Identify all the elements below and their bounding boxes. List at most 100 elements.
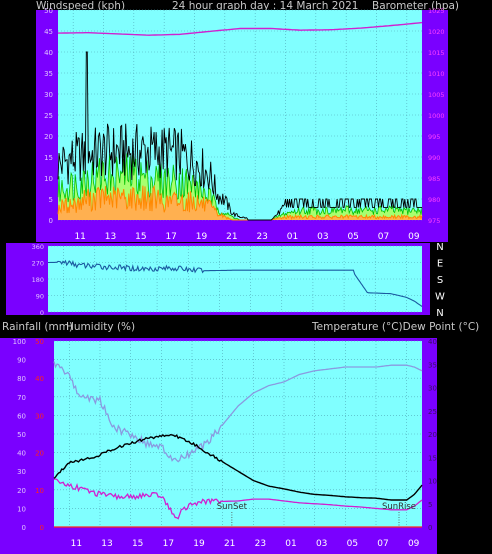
temp-x-tick-label: 19 — [193, 539, 205, 549]
humidity-line — [53, 361, 423, 463]
temp-grid — [54, 340, 422, 528]
humidity-y-tick-label: 100 — [13, 338, 26, 346]
humidity-y-tick-label: 60 — [17, 412, 26, 420]
wind-x-tick-label: 05 — [347, 232, 358, 242]
temperature-axis-label: Temperature (°C) — [312, 321, 403, 333]
wind-y-tick-label: 40 — [44, 49, 53, 57]
barometer-y-tick-label: 995 — [428, 133, 440, 141]
wind-x-tick-label: 17 — [165, 232, 176, 242]
temperature-line — [53, 433, 423, 501]
windspeed-axis-label: Windspeed (kph) — [36, 0, 126, 12]
temperature-y-tick-label: 0 — [428, 524, 432, 532]
wind-x-tick-label: 13 — [105, 232, 116, 242]
wind-y-tick-label: 15 — [44, 154, 53, 162]
wind-y-tick-label: 5 — [49, 196, 53, 204]
humidity-axis-label: Humidity (%) — [66, 321, 136, 333]
temp-x-tick-label: 01 — [285, 539, 296, 549]
direction-y-tick-label: 270 — [32, 260, 44, 268]
temperature-y-tick-label: 15 — [428, 454, 437, 462]
humidity-y-tick-label: 10 — [17, 505, 26, 513]
temperature-y-tick-label: 35 — [428, 361, 437, 369]
wind-x-tick-label: 11 — [74, 232, 85, 242]
direction-y-tick-label: 90 — [36, 293, 44, 301]
temperature-y-axis: 0 5 10 15 20 25 30 35 40 — [428, 338, 437, 532]
compass-label: N — [436, 242, 443, 253]
wind-y-tick-label: 45 — [44, 28, 53, 36]
humidity-y-tick-label: 90 — [17, 357, 26, 365]
dewpoint-axis-label: Dew Point (°C) — [402, 321, 480, 333]
dewpoint-line — [53, 478, 423, 520]
temperature-dewpoint-labels: Temperature (°C)Dew Point (°C) — [312, 321, 479, 333]
humidity-y-axis: 0 10 20 30 40 50 60 70 80 90 100 — [13, 338, 26, 532]
rain-y-axis: 0 10 20 30 40 50 — [35, 338, 44, 532]
wind-x-axis: 11 13 15 17 19 21 23 01 03 05 07 09 — [74, 232, 419, 242]
graph-title: 24 hour graph day : 14 March 2021 — [172, 0, 359, 12]
barometer-y-tick-label: 1010 — [428, 70, 445, 78]
rain-y-tick-label: 10 — [35, 487, 44, 495]
wind-y-tick-label: 0 — [49, 217, 53, 225]
wind-y-tick-label: 10 — [44, 175, 53, 183]
temp-x-tick-label: 03 — [316, 539, 327, 549]
wind-x-tick-label: 19 — [196, 232, 208, 242]
barometer-axis-label: Barometer (hpa) — [372, 0, 460, 12]
wind-y-axis: 0 5 10 15 20 25 30 35 40 45 50 — [44, 7, 53, 225]
direction-y-tick-label: 0 — [40, 309, 44, 317]
wind-y-tick-label: 50 — [44, 7, 53, 15]
sunset-label: SunSet — [217, 502, 248, 512]
temp-x-tick-label: 09 — [408, 539, 420, 549]
barometer-line — [58, 21, 423, 36]
compass-label: E — [437, 259, 443, 270]
barometer-y-tick-label: 1025 — [428, 7, 445, 15]
compass-label: S — [437, 275, 443, 286]
direction-y-axis: 0 90 180 270 360 — [32, 243, 44, 317]
humidity-y-tick-label: 20 — [17, 487, 26, 495]
barometer-y-tick-label: 975 — [428, 217, 440, 225]
temp-x-tick-label: 07 — [377, 539, 388, 549]
wind-x-tick-label: 23 — [256, 232, 267, 242]
humidity-y-tick-label: 70 — [17, 394, 26, 402]
wind-gust-line — [57, 51, 422, 221]
temperature-y-tick-label: 5 — [428, 501, 432, 509]
barometer-y-tick-label: 990 — [428, 154, 440, 162]
compass-label: W — [435, 292, 445, 303]
wind-x-tick-label: 03 — [317, 232, 328, 242]
temp-x-tick-label: 21 — [224, 539, 235, 549]
wind-series — [57, 51, 423, 221]
wind-x-tick-label: 01 — [287, 232, 298, 242]
direction-y-tick-label: 180 — [32, 276, 44, 284]
wind-x-tick-label: 15 — [135, 232, 146, 242]
direction-line — [48, 259, 423, 307]
rainfall-axis-label: Rainfall (mm) — [2, 321, 74, 333]
wind-y-tick-label: 25 — [44, 112, 53, 120]
rain-y-tick-label: 40 — [35, 375, 44, 383]
humidity-y-tick-label: 30 — [17, 468, 26, 476]
temp-x-tick-label: 13 — [101, 539, 112, 549]
temp-x-tick-label: 11 — [71, 539, 82, 549]
barometer-y-tick-label: 1005 — [428, 91, 445, 99]
temp-series — [53, 361, 423, 528]
humidity-y-tick-label: 50 — [17, 431, 26, 439]
barometer-y-tick-label: 980 — [428, 196, 440, 204]
wind-y-tick-label: 35 — [44, 70, 53, 78]
temperature-y-tick-label: 10 — [428, 478, 437, 486]
rain-y-tick-label: 20 — [35, 450, 44, 458]
wind-x-tick-label: 21 — [226, 232, 237, 242]
barometer-y-tick-label: 1020 — [428, 28, 445, 36]
temperature-y-tick-label: 25 — [428, 408, 437, 416]
temp-x-tick-label: 17 — [163, 539, 174, 549]
temp-x-tick-label: 23 — [255, 539, 266, 549]
rain-y-tick-label: 50 — [35, 338, 44, 346]
humidity-y-tick-label: 0 — [22, 524, 26, 532]
rain-y-tick-label: 30 — [35, 412, 44, 420]
temp-x-tick-label: 05 — [347, 539, 358, 549]
sunrise-label: SunRise — [382, 502, 416, 512]
wind-x-tick-label: 09 — [408, 232, 420, 242]
wind-low-area — [58, 185, 422, 220]
temperature-y-tick-label: 30 — [428, 385, 437, 393]
temperature-y-tick-label: 20 — [428, 431, 437, 439]
direction-y-tick-label: 360 — [32, 243, 44, 251]
barometer-y-tick-label: 985 — [428, 175, 440, 183]
barometer-series — [58, 21, 423, 36]
